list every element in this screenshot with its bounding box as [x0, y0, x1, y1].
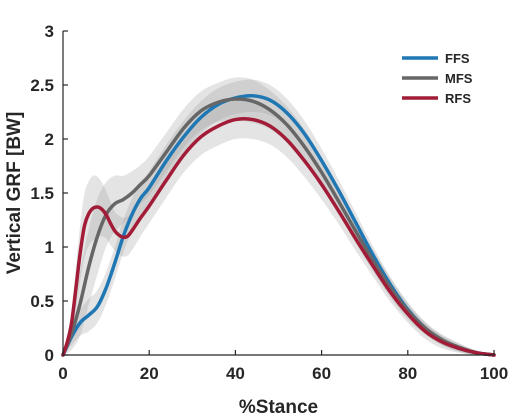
y-axis-label: Vertical GRF [BW] [4, 112, 25, 275]
x-tick-label: 0 [58, 364, 67, 383]
series-lines-layer [61, 93, 496, 357]
y-tick-label: 0 [45, 346, 54, 365]
y-tick-label: 1 [45, 238, 54, 257]
axes-layer [62, 30, 495, 356]
y-tick-label: 2 [45, 130, 54, 149]
legend-label-ffs: FFS [445, 51, 470, 66]
y-tick-label: 3 [45, 22, 54, 41]
x-tick-label: 20 [140, 364, 159, 383]
y-tick-label: 2.5 [30, 76, 54, 95]
legend-label-mfs: MFS [445, 71, 473, 86]
x-axis-label: %Stance [239, 397, 318, 418]
series-line-rfs [61, 117, 496, 357]
x-tick-label: 40 [226, 364, 245, 383]
y-tick-label: 0.5 [30, 292, 54, 311]
legend-label-rfs: RFS [445, 91, 471, 106]
y-tick-label: 1.5 [30, 184, 54, 203]
x-tick-label: 60 [312, 364, 331, 383]
x-tick-label: 80 [398, 364, 417, 383]
sd-band-rfs [63, 99, 494, 356]
legend: FFS MFS RFS [402, 51, 473, 106]
tick-labels-layer: 0 20 40 60 80 100 0 0.5 1 1.5 2 2.5 3 [30, 22, 508, 383]
sd-bands-layer [63, 77, 494, 356]
x-tick-label: 100 [480, 364, 508, 383]
